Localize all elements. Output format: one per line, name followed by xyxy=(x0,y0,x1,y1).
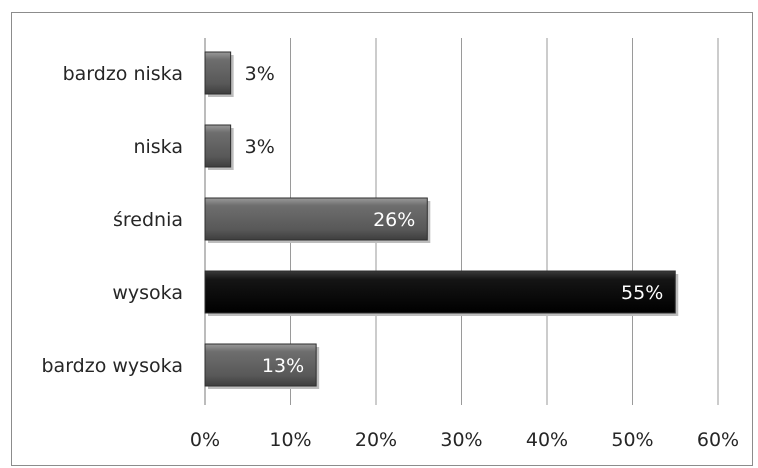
bar-3 xyxy=(204,197,428,241)
x-tick-label: 30% xyxy=(440,429,482,451)
x-tick-label: 40% xyxy=(526,429,568,451)
category-label: średnia xyxy=(113,209,183,231)
x-tick-label: 10% xyxy=(269,429,311,451)
x-tick-label: 20% xyxy=(355,429,397,451)
data-label: 3% xyxy=(245,63,275,85)
category-label: wysoka xyxy=(112,282,183,304)
bar-1 xyxy=(204,51,232,95)
bar-5 xyxy=(204,343,317,387)
category-label: bardzo niska xyxy=(63,63,183,85)
x-tick-label: 0% xyxy=(190,429,220,451)
category-label: bardzo wysoka xyxy=(42,355,184,377)
bar-2 xyxy=(204,124,232,168)
data-label: 13% xyxy=(262,355,304,377)
data-label: 55% xyxy=(621,282,663,304)
bar-4 xyxy=(204,270,676,314)
x-tick-label: 50% xyxy=(611,429,653,451)
data-label: 26% xyxy=(373,209,415,231)
x-tick-label: 60% xyxy=(697,429,739,451)
data-label: 3% xyxy=(245,136,275,158)
category-label: niska xyxy=(133,136,183,158)
